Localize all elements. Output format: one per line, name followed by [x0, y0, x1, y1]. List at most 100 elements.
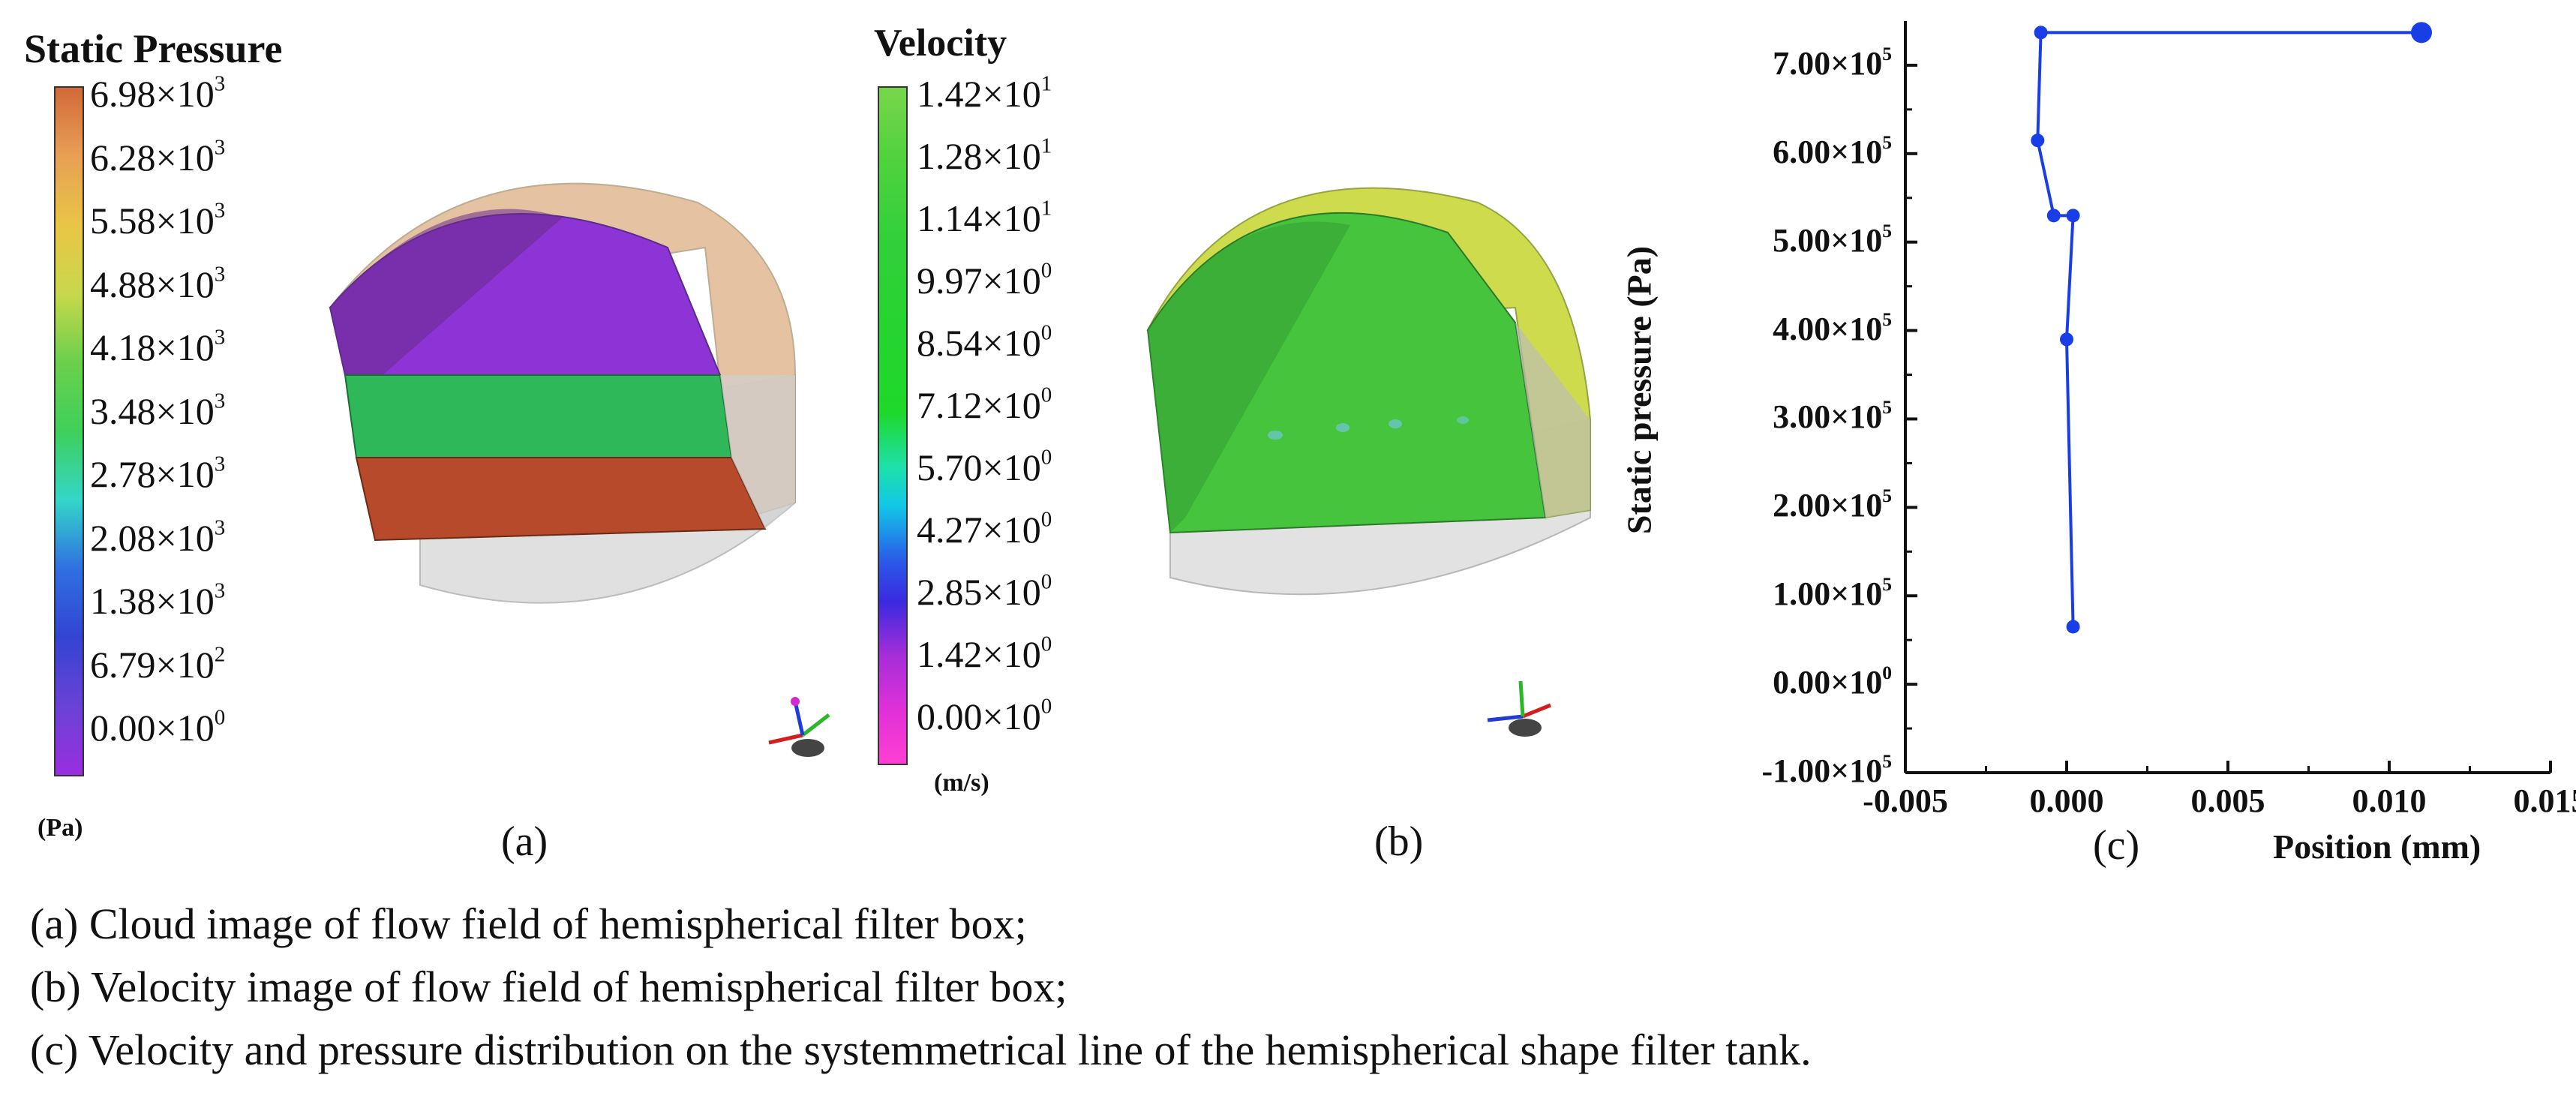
chart-y-tick-label-2: 5.00×105	[1773, 219, 1892, 259]
tick-mantissa: 5.00	[1773, 221, 1831, 259]
tick-exponent: 5	[1882, 219, 1892, 242]
velocity-tick-1: 1.28×101	[917, 134, 1052, 177]
chart-x-tick-label-4: 0.015	[2513, 782, 2576, 819]
panel-c-label: (c)	[2093, 822, 2140, 869]
chart-x-axis-title: Position (mm)	[2273, 827, 2481, 866]
velocity-legend-title: Velocity	[874, 22, 1007, 65]
tick-mantissa: 8.54	[917, 322, 983, 364]
velocity-tick-7: 4.27×100	[917, 507, 1052, 551]
tick-exponent: 0	[1040, 632, 1052, 656]
tick-exponent: 0	[1040, 507, 1052, 532]
tick-mantissa: 5.70	[917, 446, 983, 488]
chart-y-tick-label-8: -1.00×105	[1761, 749, 1893, 789]
chart-x-tick-label-1: 0.000	[2029, 782, 2104, 819]
tick-mantissa: 6.98	[90, 73, 156, 115]
tick-mantissa: 2.85	[917, 571, 983, 613]
tick-exponent: 1	[1040, 196, 1052, 221]
static-pressure-colorbar	[54, 86, 84, 776]
chart-y-tick-label-5: 2.00×105	[1773, 485, 1892, 524]
velocity-colorbar	[878, 86, 908, 765]
chart-data-point-3	[2046, 209, 2061, 223]
chart-y-tick-label-0: 7.00×105	[1773, 42, 1892, 82]
chart-y-tick-label-1: 6.00×105	[1773, 131, 1892, 170]
pressure-tick-5: 3.48×103	[90, 388, 226, 432]
chart-y-tick-label-6: 1.00×105	[1773, 573, 1892, 613]
velocity-tick-4: 8.54×100	[917, 320, 1052, 364]
tick-exponent: 0	[1040, 258, 1052, 283]
tick-mantissa: 1.38	[90, 580, 156, 622]
tick-mantissa: 3.00	[1773, 398, 1831, 436]
caption-a: (a) Cloud image of flow field of hemisph…	[30, 899, 1027, 948]
tick-exponent: 0	[1040, 694, 1052, 719]
tick-mantissa: 2.78	[90, 453, 156, 495]
tick-exponent: 5	[1882, 42, 1892, 65]
tick-exponent: 1	[1040, 71, 1052, 96]
velocity-tick-2: 1.14×101	[917, 196, 1052, 239]
caption-c: (c) Velocity and pressure distribution o…	[30, 1025, 1812, 1074]
tick-mantissa: 7.12	[917, 384, 983, 426]
tick-mantissa: 9.97	[917, 260, 983, 302]
static-pressure-unit: (Pa)	[38, 814, 83, 842]
chart-data-point-5	[2060, 332, 2073, 347]
tick-exponent: 5	[1882, 485, 1892, 507]
tick-exponent: 3	[214, 198, 226, 223]
tick-mantissa: 0.00	[90, 707, 156, 749]
chart-x-tick-label-0: -0.005	[1863, 782, 1948, 819]
tick-exponent: 3	[214, 325, 226, 350]
pressure-tick-7: 2.08×103	[90, 515, 226, 559]
panel-a-label: (a)	[501, 818, 548, 865]
tick-exponent: 1	[1040, 134, 1052, 158]
pressure-tick-1: 6.28×103	[90, 134, 226, 179]
tick-mantissa: 6.28	[90, 136, 156, 179]
velocity-tick-5: 7.12×100	[917, 383, 1052, 426]
chart-x-tick-label-3: 0.010	[2352, 782, 2427, 819]
tick-mantissa: 6.79	[90, 643, 156, 686]
tick-mantissa: 1.00	[1773, 575, 1831, 613]
tick-mantissa: 6.00	[1773, 133, 1831, 170]
chart-data-point-6	[2066, 620, 2080, 634]
tick-exponent: 3	[214, 452, 226, 476]
tick-exponent: 5	[1882, 308, 1892, 330]
tick-exponent: 0	[1040, 383, 1052, 407]
chart-x-tick-label-2: 0.005	[2190, 782, 2265, 819]
tick-mantissa: 4.88	[90, 263, 156, 305]
velocity-tick-3: 9.97×100	[917, 258, 1052, 302]
tick-mantissa: 3.48	[90, 389, 156, 432]
tick-exponent: 3	[214, 261, 226, 286]
velocity-tick-9: 1.42×100	[917, 632, 1052, 675]
tick-exponent: 0	[1040, 320, 1052, 345]
tick-mantissa: 0.00	[1773, 664, 1831, 701]
tick-mantissa: 2.00	[1773, 487, 1831, 524]
tick-mantissa: 4.27	[917, 509, 983, 551]
tick-exponent: 3	[214, 515, 226, 539]
axis-triad-icon	[1487, 680, 1551, 737]
caption-b: (b) Velocity image of flow field of hemi…	[30, 962, 1067, 1011]
chart-y-tick-label-3: 4.00×105	[1773, 308, 1892, 347]
pressure-tick-8: 1.38×103	[90, 578, 226, 622]
tick-exponent: 3	[214, 388, 226, 413]
tick-mantissa: 1.42	[917, 633, 983, 675]
chart-series-line-0	[2036, 31, 2421, 627]
tick-mantissa: 4.18	[90, 326, 156, 368]
chart-y-tick-label-4: 3.00×105	[1773, 396, 1892, 436]
pressure-tick-10: 0.00×100	[90, 705, 226, 749]
tick-exponent: 5	[1882, 573, 1892, 596]
static-pressure-legend-title: Static Pressure	[24, 26, 283, 71]
axis-triad-icon	[768, 697, 830, 757]
chart-data-point-1	[2034, 26, 2048, 40]
tick-exponent: 0	[1882, 661, 1892, 683]
tick-mantissa: -1.00	[1761, 752, 1831, 789]
tick-mantissa: 1.42	[917, 73, 983, 115]
velocity-unit: (m/s)	[934, 769, 989, 797]
tick-mantissa: 0.00	[917, 695, 983, 737]
tick-mantissa: 5.58	[90, 200, 156, 242]
hemispherical-velocity-model	[1146, 187, 1591, 596]
tick-mantissa: 7.00	[1773, 44, 1831, 82]
tick-exponent: 3	[214, 578, 226, 603]
tick-exponent: 3	[214, 71, 226, 96]
tick-mantissa: 4.00	[1773, 310, 1831, 347]
tick-exponent: 3	[214, 134, 226, 159]
chart-y-tick-label-7: 0.00×100	[1773, 661, 1892, 701]
chart-data-point-4	[2066, 209, 2080, 223]
